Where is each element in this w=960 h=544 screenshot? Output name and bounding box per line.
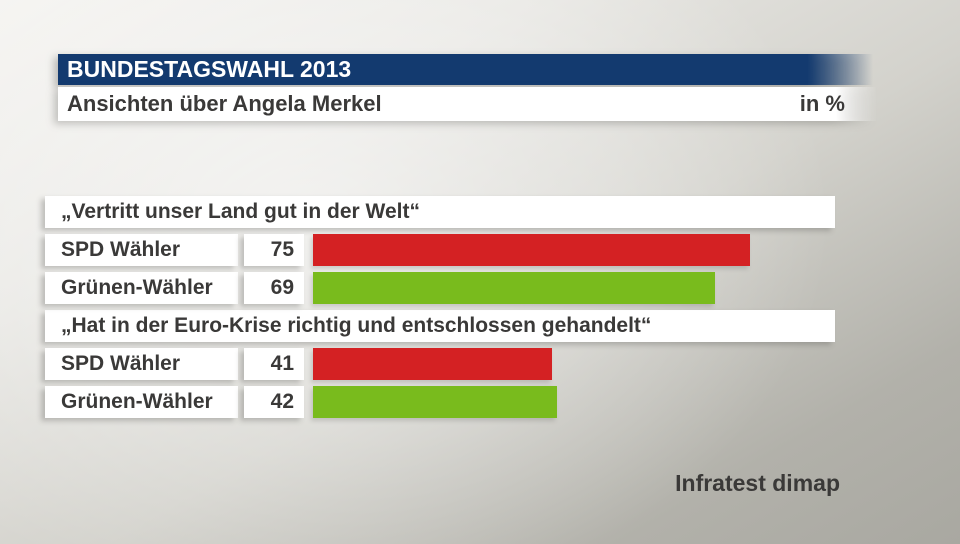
value-bar bbox=[313, 386, 557, 418]
table-row: Grünen-Wähler 42 bbox=[45, 386, 945, 418]
page-title: BUNDESTAGSWAHL 2013 bbox=[67, 56, 352, 82]
row-label: Grünen-Wähler bbox=[45, 386, 238, 418]
value-bar bbox=[313, 272, 715, 304]
question-row: „Vertritt unser Land gut in der Welt“ bbox=[45, 196, 835, 228]
unit-label: in % bbox=[799, 91, 845, 116]
row-value: 42 bbox=[244, 386, 304, 418]
chart-subtitle: Ansichten über Angela Merkel bbox=[67, 91, 382, 116]
chart-rows: „Vertritt unser Land gut in der Welt“ SPD… bbox=[45, 196, 945, 424]
row-value: 75 bbox=[244, 234, 304, 266]
table-row: SPD Wähler 41 bbox=[45, 348, 945, 380]
row-label: Grünen-Wähler bbox=[45, 272, 238, 304]
header-banner: BUNDESTAGSWAHL 2013 bbox=[58, 54, 873, 85]
chart-title-bar: Ansichten über Angela Merkel in % bbox=[58, 87, 877, 121]
source-credit: Infratest dimap bbox=[675, 470, 840, 496]
table-row: SPD Wähler 75 bbox=[45, 234, 945, 266]
question-row: „Hat in der Euro-Krise richtig und entsc… bbox=[45, 310, 835, 342]
table-row: Grünen-Wähler 69 bbox=[45, 272, 945, 304]
value-bar bbox=[313, 234, 750, 266]
row-label: SPD Wähler bbox=[45, 348, 238, 380]
row-label: SPD Wähler bbox=[45, 234, 238, 266]
value-bar bbox=[313, 348, 552, 380]
row-value: 41 bbox=[244, 348, 304, 380]
row-value: 69 bbox=[244, 272, 304, 304]
